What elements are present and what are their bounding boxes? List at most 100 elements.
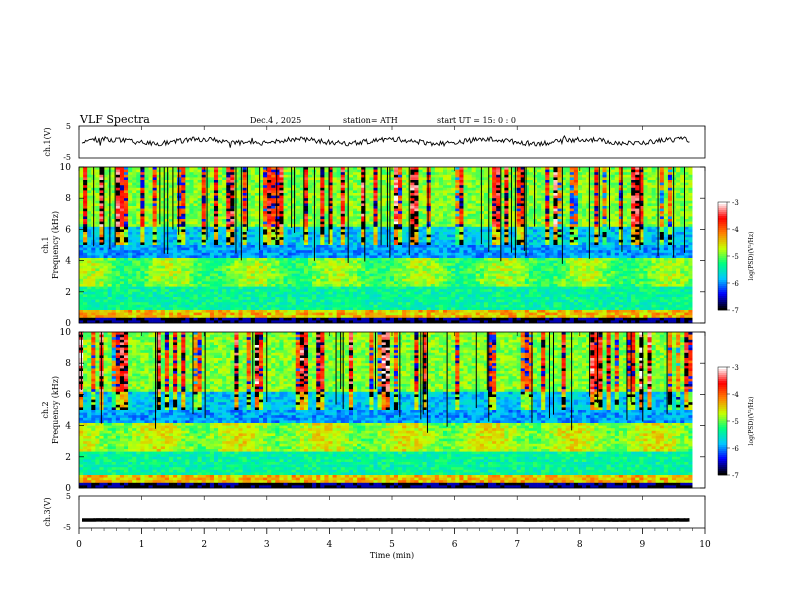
spectrogram-cell (353, 195, 358, 199)
spectrogram-cell (414, 200, 419, 204)
spectrogram-cell (234, 234, 239, 238)
spectrogram-cell (520, 190, 526, 194)
spectrogram-cell (377, 180, 382, 183)
spectrogram-cell (181, 185, 186, 189)
spectrogram-cell (582, 177, 587, 181)
spectrogram-cell (99, 252, 104, 256)
spectrogram-cell (582, 206, 587, 209)
spectrogram-cell (132, 250, 137, 254)
spectrogram-cell (348, 247, 354, 251)
spectrogram-cell (627, 242, 632, 246)
spectrogram-cell (381, 187, 387, 191)
spectrogram-cell (573, 177, 579, 181)
spectrogram-cell (373, 245, 378, 248)
spectrogram-cell (389, 219, 395, 222)
spectrogram-cell (512, 185, 517, 189)
spectrogram-cell (688, 169, 693, 173)
spectrogram-cell (303, 242, 309, 246)
spectrogram-cell (622, 193, 628, 196)
spectrogram-cell (557, 239, 562, 243)
spectrogram-cell (483, 234, 489, 238)
spectrogram-cell (402, 234, 407, 238)
spectrogram-cell (635, 245, 640, 248)
spectrogram-cell (627, 174, 632, 178)
spectrogram-cell (136, 187, 141, 191)
spectrogram-cell (459, 177, 464, 181)
spectrogram-cell (344, 180, 350, 183)
spectrogram-cell (152, 242, 158, 246)
spectrogram-cell (115, 224, 121, 228)
spectrogram-cell (213, 185, 219, 189)
spectrogram-cell (487, 219, 493, 222)
spectrogram-cell (479, 234, 485, 238)
spectrogram-cell (606, 216, 611, 220)
spectrogram-cell (152, 226, 158, 230)
spectrogram-cell (332, 203, 337, 207)
spectrogram-cell (222, 203, 227, 207)
spectrogram-cell (553, 180, 558, 183)
spectrogram-cell (410, 232, 415, 235)
spectrogram-cell (111, 252, 117, 256)
spectrogram-cell (647, 172, 652, 176)
spectrogram-cell (614, 211, 620, 215)
spectrogram-cell (426, 213, 432, 217)
spectrogram-cell (218, 219, 223, 222)
spectrogram-cell (373, 206, 378, 209)
spectrogram-cell (618, 200, 624, 204)
spectrogram-cell (99, 190, 104, 194)
figure-title: VLF Spectra (79, 113, 150, 126)
spectrogram-cell (467, 195, 472, 199)
spectrogram-cell (438, 180, 444, 183)
spectrogram-cell (545, 180, 550, 183)
spectrogram-cell (622, 213, 628, 217)
spectrogram-cell (287, 232, 292, 235)
spectrogram-cell (443, 216, 448, 220)
spectrogram-cell (213, 245, 219, 248)
spectrogram-cell (303, 208, 309, 212)
spectrogram-cell (246, 234, 252, 238)
spectrogram-cell (377, 232, 382, 235)
spectrogram-cell (357, 193, 362, 196)
spectrogram-cell (320, 172, 325, 176)
spectrogram-cell (201, 229, 207, 233)
spectrogram-cell (639, 245, 644, 248)
spectrogram-cell (639, 167, 644, 170)
spectrogram-cell (103, 216, 108, 220)
spectrogram-cell (622, 250, 628, 254)
spectrogram-cell (148, 169, 153, 173)
spectrogram-cell (136, 211, 141, 215)
spectrogram-cell (590, 250, 595, 254)
spectrogram-cell (332, 234, 337, 238)
spectrogram-cell (516, 208, 522, 212)
spectrogram-cell (328, 193, 333, 196)
spectrogram-cell (119, 206, 125, 209)
spectrogram-cell (577, 242, 583, 246)
spectrogram-cell (271, 247, 276, 251)
spectrogram-cell (303, 190, 309, 194)
spectrogram-cell (663, 224, 669, 228)
spectrogram-cell (483, 216, 489, 220)
spectrogram-cell (680, 247, 685, 251)
spectrogram-cell (148, 208, 153, 212)
spectrogram-cell (369, 232, 374, 235)
spectrogram-cell (426, 187, 432, 191)
spectrogram-cell (672, 221, 677, 225)
spectrogram-cell (132, 226, 137, 230)
spectrogram-cell (598, 224, 603, 228)
spectrogram-cell (128, 232, 133, 235)
spectrogram-cell (279, 237, 284, 241)
spectrogram-cell (680, 177, 685, 181)
spectrogram-cell (532, 208, 538, 212)
spectrogram-cell (430, 237, 436, 241)
spectrogram-cell (573, 224, 579, 228)
spectrogram-cell (303, 224, 309, 228)
spectrogram-cell (271, 167, 276, 170)
spectrogram-cell (561, 187, 566, 191)
spectrogram-cell (160, 252, 166, 256)
spectrogram-cell (520, 203, 526, 207)
spectrogram-cell (181, 213, 186, 217)
spectrogram-cell (434, 221, 440, 225)
spectrogram-cell (381, 169, 387, 173)
spectrogram-cell (328, 213, 333, 217)
spectrogram-cell (537, 211, 542, 215)
